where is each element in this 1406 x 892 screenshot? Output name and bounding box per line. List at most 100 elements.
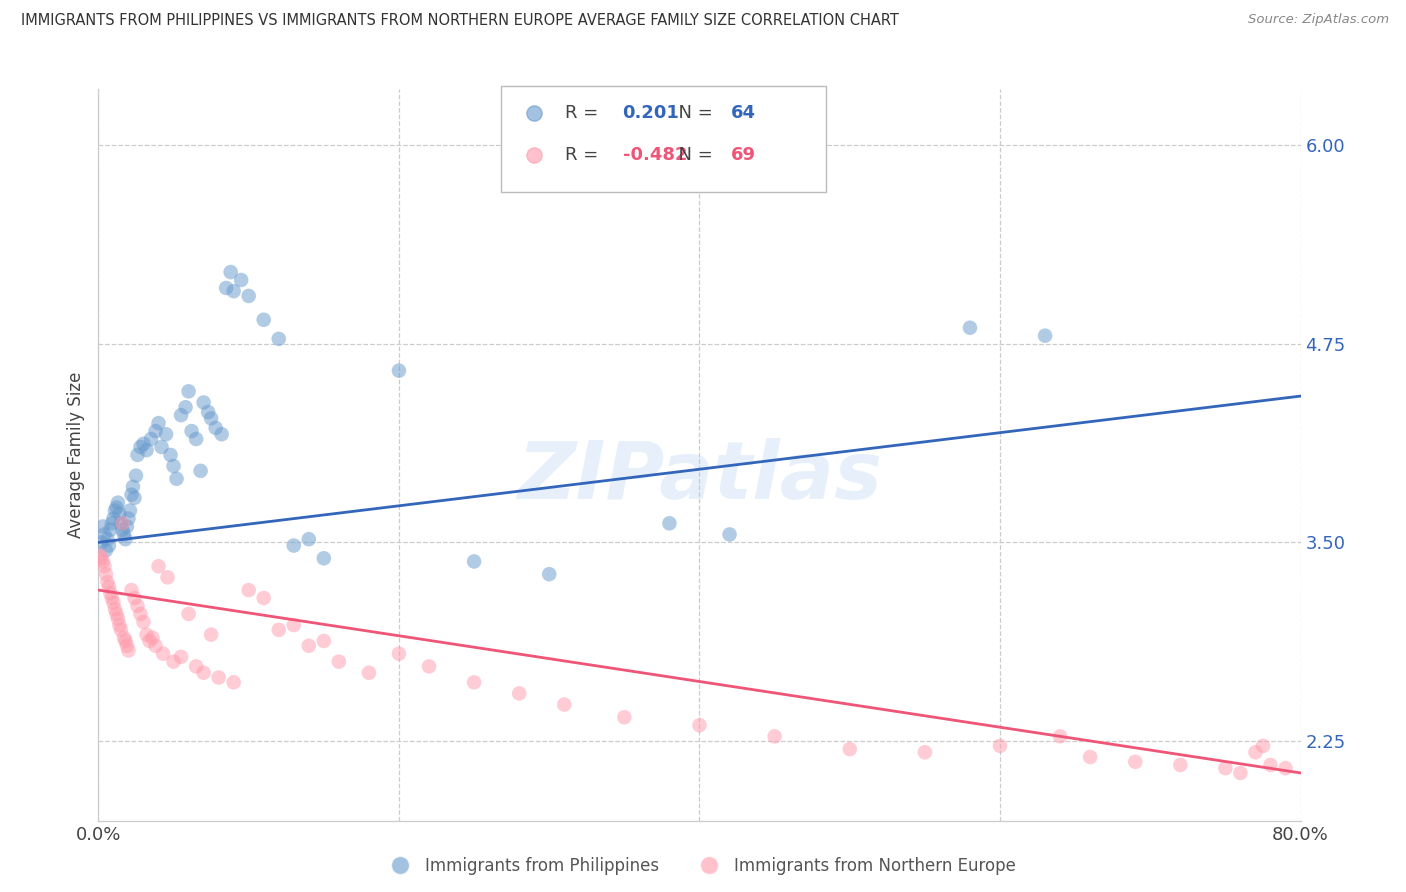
Point: [129, 607, 152, 621]
Point: [139, 432, 162, 446]
Point: [132, 615, 155, 629]
Point: [101, 516, 124, 531]
Point: [91, 554, 114, 568]
Point: [156, 570, 179, 584]
Point: [298, 532, 321, 546]
Point: [238, 583, 260, 598]
Point: [110, 623, 132, 637]
Point: [180, 424, 202, 438]
Point: [211, 427, 233, 442]
Point: [100, 586, 122, 600]
Point: [222, 284, 245, 298]
Point: [155, 427, 177, 442]
Point: [118, 503, 141, 517]
Point: [357, 665, 380, 680]
Point: [148, 416, 170, 430]
Point: [124, 591, 146, 605]
Point: [124, 491, 146, 505]
Point: [418, 659, 440, 673]
Y-axis label: Average Family Size: Average Family Size: [66, 372, 84, 538]
Point: [914, 745, 936, 759]
Point: [112, 631, 135, 645]
Point: [193, 395, 215, 409]
Text: R =: R =: [565, 146, 603, 164]
Point: [115, 519, 138, 533]
Point: [107, 612, 129, 626]
Point: [135, 443, 157, 458]
Point: [219, 265, 242, 279]
Point: [121, 488, 143, 502]
Point: [267, 332, 290, 346]
Point: [200, 627, 222, 641]
Point: [200, 411, 222, 425]
Point: [1274, 761, 1296, 775]
Point: [162, 458, 184, 473]
Point: [108, 618, 131, 632]
Point: [1049, 730, 1071, 744]
Point: [108, 507, 131, 521]
Point: [283, 618, 305, 632]
Point: [152, 647, 174, 661]
Point: [1229, 766, 1251, 780]
Point: [89, 548, 111, 562]
Point: [170, 408, 193, 422]
Point: [508, 686, 530, 700]
Point: [117, 643, 139, 657]
Point: [93, 527, 115, 541]
Point: [114, 634, 136, 648]
Point: [104, 503, 127, 517]
Point: [184, 659, 207, 673]
Point: [121, 583, 143, 598]
Text: 0.201: 0.201: [623, 104, 679, 122]
Point: [658, 516, 681, 531]
Point: [688, 718, 710, 732]
Point: [166, 472, 188, 486]
Legend: Immigrants from Philippines, Immigrants from Northern Europe: Immigrants from Philippines, Immigrants …: [377, 850, 1022, 882]
Point: [141, 631, 163, 645]
Point: [190, 464, 212, 478]
Point: [107, 495, 129, 509]
Point: [150, 440, 173, 454]
Point: [1260, 758, 1282, 772]
Text: N =: N =: [666, 104, 718, 122]
Text: IMMIGRANTS FROM PHILIPPINES VS IMMIGRANTS FROM NORTHERN EUROPE AVERAGE FAMILY SI: IMMIGRANTS FROM PHILIPPINES VS IMMIGRANT…: [21, 13, 898, 29]
Point: [328, 655, 350, 669]
Point: [238, 289, 260, 303]
Point: [117, 511, 139, 525]
Point: [170, 649, 193, 664]
Point: [763, 730, 786, 744]
Point: [105, 500, 128, 515]
Point: [1123, 755, 1146, 769]
Point: [111, 523, 134, 537]
Text: N =: N =: [666, 146, 718, 164]
Point: [132, 437, 155, 451]
Point: [100, 523, 122, 537]
Point: [93, 559, 115, 574]
Text: -0.482: -0.482: [623, 146, 688, 164]
Point: [135, 627, 157, 641]
FancyBboxPatch shape: [501, 86, 825, 192]
Point: [104, 602, 127, 616]
Point: [204, 421, 226, 435]
Point: [90, 535, 112, 549]
Point: [103, 511, 125, 525]
Point: [253, 591, 276, 605]
Point: [96, 532, 118, 546]
Point: [97, 539, 120, 553]
Point: [231, 273, 253, 287]
Point: [105, 607, 128, 621]
Point: [138, 634, 160, 648]
Point: [122, 480, 145, 494]
Point: [208, 671, 231, 685]
Point: [613, 710, 636, 724]
Point: [129, 440, 152, 454]
Point: [298, 639, 321, 653]
Point: [838, 742, 860, 756]
Point: [111, 516, 134, 531]
Point: [177, 607, 200, 621]
Point: [1244, 745, 1267, 759]
Point: [91, 519, 114, 533]
Point: [145, 639, 167, 653]
Point: [115, 639, 138, 653]
Point: [197, 405, 219, 419]
